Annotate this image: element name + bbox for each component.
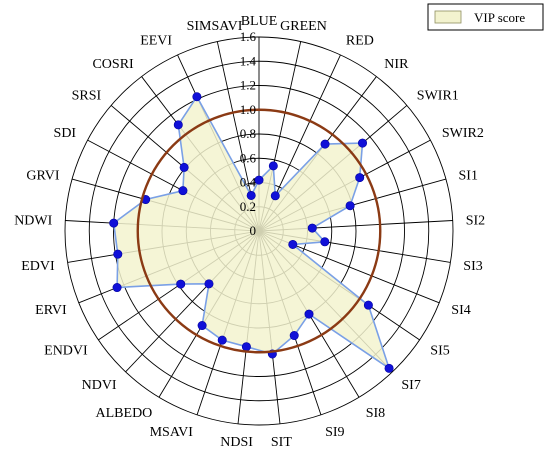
legend-label: VIP score xyxy=(474,10,525,25)
data-point xyxy=(173,120,183,130)
data-point xyxy=(176,279,186,289)
axis-label: ENDVI xyxy=(44,343,88,358)
legend: VIP score xyxy=(427,3,544,31)
axis-label: SWIR2 xyxy=(442,126,484,141)
data-point xyxy=(363,300,373,310)
axis-label: SI3 xyxy=(463,259,482,274)
axis-label: SI4 xyxy=(451,303,470,318)
axis-label: SI8 xyxy=(366,406,385,421)
legend-swatch xyxy=(434,10,462,24)
axis-label: COSRI xyxy=(92,57,134,72)
data-point xyxy=(109,218,119,228)
tick-label: 0.6 xyxy=(240,150,257,165)
reference-circle xyxy=(136,108,382,354)
axis-label: NDVI xyxy=(82,378,117,393)
data-point xyxy=(384,363,394,373)
data-point xyxy=(112,283,122,293)
data-point xyxy=(241,342,251,352)
data-point xyxy=(254,175,264,185)
axis-label: SI5 xyxy=(430,343,449,358)
data-point xyxy=(345,201,355,211)
axis-label: SIMSAVI xyxy=(187,19,243,34)
axis-label: GRVI xyxy=(26,169,59,184)
axis-label: SI7 xyxy=(401,378,420,393)
data-point xyxy=(217,335,227,345)
grid-circle xyxy=(88,60,430,402)
tick-label: 1.0 xyxy=(240,102,256,117)
data-point xyxy=(358,138,368,148)
data-point xyxy=(307,223,317,233)
axis-label: RED xyxy=(346,34,374,49)
axis-label: NDWI xyxy=(14,214,52,229)
axis-label: SRSI xyxy=(72,88,102,103)
axis-label: EEVI xyxy=(140,34,172,49)
axis-label: SI9 xyxy=(325,425,344,440)
grid-circle xyxy=(113,85,405,377)
axis-label: SDI xyxy=(54,126,77,141)
axis-label: NDSI xyxy=(220,435,253,450)
axis-label: ALBEDO xyxy=(96,406,153,421)
data-point xyxy=(178,186,188,196)
tick-label: 0.4 xyxy=(240,175,257,190)
data-point xyxy=(270,191,280,201)
tick-label: 0.2 xyxy=(240,199,256,214)
axis-label: EDVI xyxy=(21,259,55,274)
axis-label: SWIR1 xyxy=(417,88,459,103)
data-point xyxy=(355,173,365,183)
tick-label: 0 xyxy=(250,223,257,238)
axis-label: SI1 xyxy=(459,169,478,184)
data-point xyxy=(288,239,298,249)
data-point xyxy=(289,331,299,341)
axis-label: BLUE xyxy=(241,14,278,29)
axis-label: GREEN xyxy=(280,19,327,34)
axis-label: NIR xyxy=(384,57,409,72)
tick-label: 0.8 xyxy=(240,126,256,141)
tick-label: 1.2 xyxy=(240,78,256,93)
data-point xyxy=(192,92,202,102)
data-point xyxy=(320,139,330,149)
radial-tick-labels: 0 0.2 0.4 0.6 0.8 1.0 1.2 1.4 1.6 xyxy=(240,29,257,238)
axis-label: SI2 xyxy=(466,214,485,229)
axis-label: SIT xyxy=(271,435,292,450)
tick-label: 1.4 xyxy=(240,53,257,68)
axis-label: ERVI xyxy=(35,303,67,318)
data-point xyxy=(320,237,330,247)
reference-ring xyxy=(136,108,382,354)
series-area xyxy=(109,92,394,373)
data-point xyxy=(204,279,214,289)
data-point xyxy=(197,321,207,331)
data-point xyxy=(113,249,123,259)
data-point xyxy=(304,309,314,319)
data-point xyxy=(268,161,278,171)
axis-label: MSAVI xyxy=(150,425,194,440)
data-point xyxy=(179,162,189,172)
grid-circle xyxy=(64,36,454,426)
data-point xyxy=(246,190,256,200)
tick-label: 1.6 xyxy=(240,29,257,44)
axis-labels: BLUE GREEN RED NIR SWIR1 SWIR2 SI1 SI2 SI3 SI4 SI5… xyxy=(14,14,485,450)
